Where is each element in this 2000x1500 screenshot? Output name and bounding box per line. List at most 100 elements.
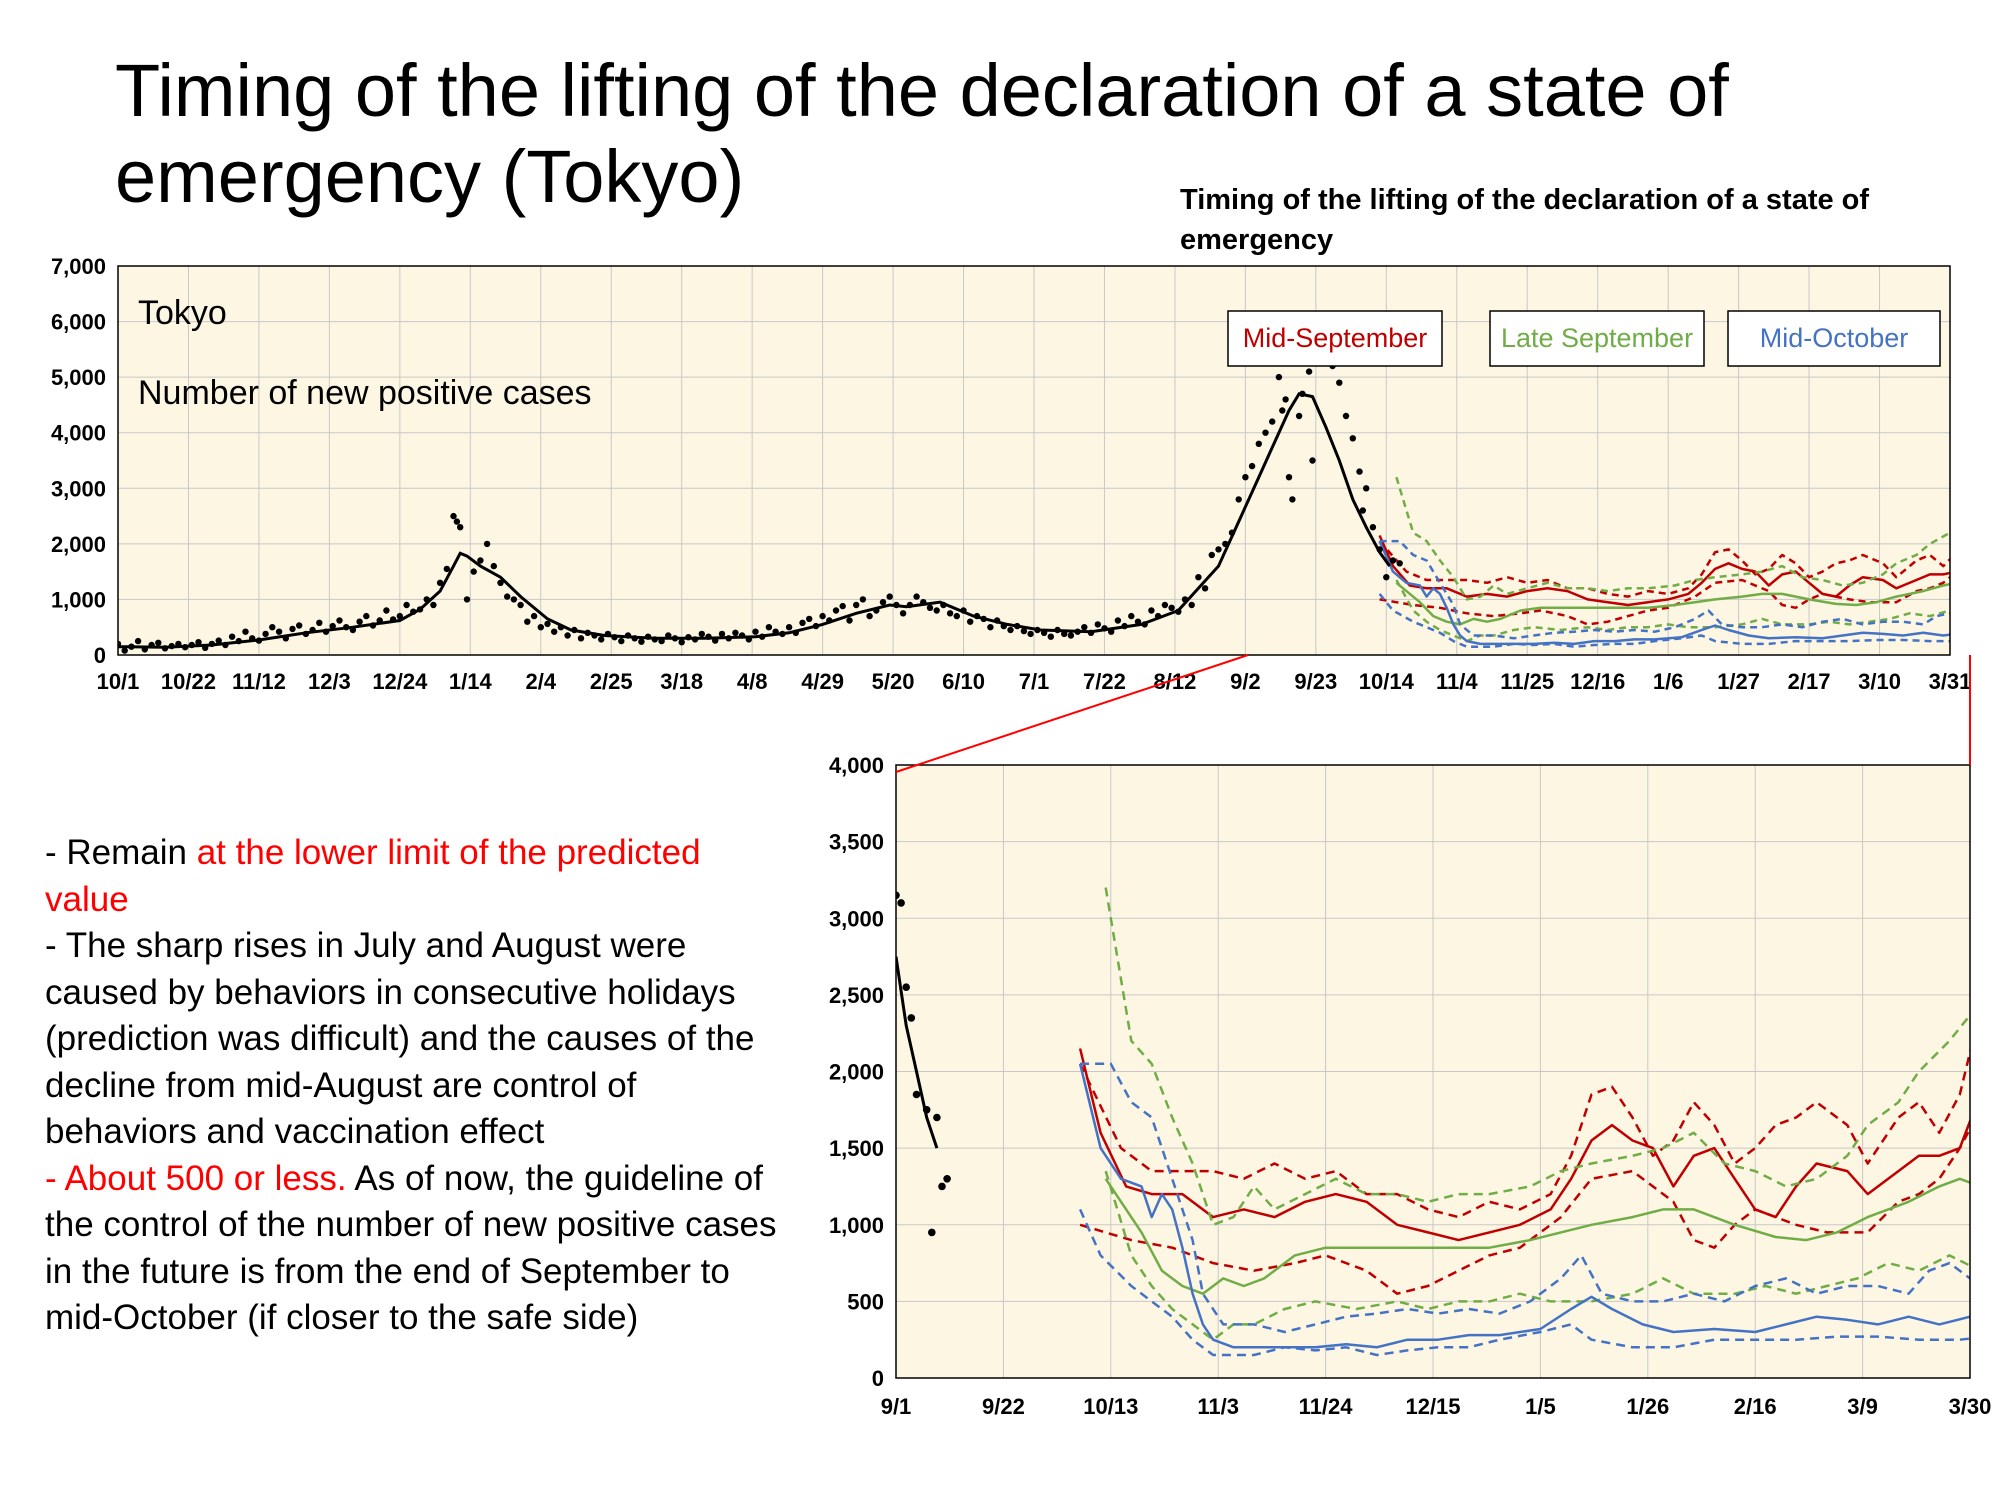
y-tick-label: 7,000 xyxy=(51,254,106,279)
observed-daily-point xyxy=(671,635,679,642)
observed-daily-point xyxy=(208,640,216,648)
observed-daily-point xyxy=(933,607,940,614)
observed-daily-point xyxy=(759,633,766,640)
observed-daily-point xyxy=(128,643,135,650)
series-line xyxy=(1080,1062,1970,1334)
plot-frame xyxy=(117,265,1951,656)
observed-daily-point xyxy=(497,579,504,586)
x-tick-label: 3/31 xyxy=(1929,669,1972,694)
observed-daily-point xyxy=(792,629,799,636)
observed-daily-point xyxy=(134,637,142,645)
observed-daily-point xyxy=(738,632,746,639)
observed-daily-point xyxy=(1396,560,1403,567)
observed-daily-point xyxy=(430,601,437,609)
series-line xyxy=(1078,1048,1970,1242)
series-line xyxy=(1078,1063,1970,1349)
observed-daily-point xyxy=(1228,529,1236,536)
x-tick-label: 8/12 xyxy=(1154,669,1197,694)
observed-daily-point xyxy=(973,612,981,620)
legend-box xyxy=(1489,310,1705,367)
observed-daily-point xyxy=(907,1014,916,1022)
observed-daily-point xyxy=(1047,633,1055,640)
y-tick-label: 1,000 xyxy=(51,587,106,612)
observed-daily-point xyxy=(678,639,685,646)
observed-daily-point xyxy=(691,636,699,643)
observed-daily-point xyxy=(1376,546,1383,553)
series-line xyxy=(1395,579,1950,643)
y-tick-label: 2,000 xyxy=(829,1060,884,1085)
legend-entry: Mid-October xyxy=(1760,323,1909,353)
observed-daily-point xyxy=(902,983,910,991)
observed-daily-point xyxy=(1074,628,1081,635)
series-line xyxy=(1379,539,1950,640)
x-tick-label: 3/18 xyxy=(660,669,703,694)
observed-daily-point xyxy=(544,620,551,628)
observed-daily-point xyxy=(1128,612,1135,620)
observed-daily-point xyxy=(1215,546,1222,553)
observed-daily-point xyxy=(1389,557,1397,564)
note-3: - About 500 or less. As of now, the guid… xyxy=(45,1156,785,1342)
y-tick-label: 0 xyxy=(94,643,106,668)
observed-daily-point xyxy=(698,630,705,638)
observed-daily-point xyxy=(269,624,276,631)
observed-daily-point xyxy=(1040,629,1048,636)
legend: Mid-September Late September Mid-October xyxy=(1227,310,1941,367)
series-line xyxy=(1078,1047,1970,1219)
observed-daily-point xyxy=(1175,608,1182,615)
observed-daily-point xyxy=(1161,601,1169,609)
observed-daily-point xyxy=(1359,507,1367,514)
observed-daily-point xyxy=(922,1106,931,1114)
observed-daily-point xyxy=(705,633,712,640)
observed-daily-point xyxy=(1201,585,1209,592)
observed-daily-point xyxy=(1349,435,1357,442)
x-tick-label: 12/15 xyxy=(1405,1394,1460,1419)
observed-daily-point xyxy=(1369,524,1377,531)
observed-daily-point xyxy=(638,638,645,645)
x-tick-label: 1/5 xyxy=(1525,1394,1556,1419)
note-2: - The sharp rises in July and August wer… xyxy=(45,923,785,1156)
y-tick-label: 3,000 xyxy=(51,476,106,501)
observed-daily-point xyxy=(933,1113,941,1122)
series-line xyxy=(1079,1126,1970,1295)
observed-daily-point xyxy=(443,565,450,573)
observed-daily-point xyxy=(181,644,189,651)
observed-daily-point xyxy=(1279,407,1286,414)
observed-daily-point xyxy=(1134,618,1142,625)
observed-daily-point xyxy=(899,610,907,617)
observed-daily-point xyxy=(1242,474,1249,481)
observed-daily-point xyxy=(316,619,323,626)
observed-daily-point xyxy=(309,626,316,634)
observed-average-line xyxy=(896,956,939,1149)
note-1: - Remain at the lower limit of the predi… xyxy=(45,830,785,923)
observed-daily-point xyxy=(121,647,128,654)
zoom-line-left xyxy=(895,654,1249,773)
note-text: - Remain xyxy=(45,833,197,872)
observed-daily-point xyxy=(289,625,296,633)
observed-daily-point xyxy=(624,632,632,639)
observed-daily-point xyxy=(1356,468,1363,475)
observed-daily-point xyxy=(571,626,578,634)
series-line xyxy=(1104,1177,1970,1295)
y-tick-label: 1,500 xyxy=(829,1136,884,1161)
observed-daily-point xyxy=(416,606,424,613)
observed-daily-point xyxy=(517,601,524,609)
observed-daily-point xyxy=(504,593,511,600)
observed-daily-point xyxy=(1295,412,1303,420)
observed-daily-point xyxy=(463,596,471,603)
observed-daily-point xyxy=(799,619,806,626)
observed-daily-point xyxy=(490,562,497,570)
x-tick-label: 1/27 xyxy=(1717,669,1760,694)
x-tick-label: 6/10 xyxy=(942,669,985,694)
y-tick-label: 3,500 xyxy=(829,830,884,855)
observed-daily-point xyxy=(812,622,820,630)
observed-daily-point xyxy=(343,624,350,631)
observed-daily-point xyxy=(564,632,571,639)
observed-daily-point xyxy=(1342,412,1350,420)
observed-daily-point xyxy=(175,640,182,648)
legend-box xyxy=(1227,310,1443,367)
y-tick-label: 0 xyxy=(872,1366,884,1391)
x-tick-label: 3/30 xyxy=(1949,1394,1992,1419)
series-line xyxy=(1379,575,1950,626)
y-tick-label: 2,000 xyxy=(51,532,106,557)
observed-daily-point xyxy=(369,622,377,629)
